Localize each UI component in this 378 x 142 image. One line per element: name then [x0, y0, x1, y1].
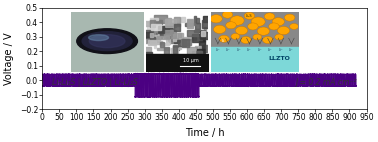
- Text: Li-Li₂S | LLZTO | Li-Li₂S: Li-Li₂S | LLZTO | Li-Li₂S: [52, 78, 138, 87]
- X-axis label: Time / h: Time / h: [184, 128, 224, 138]
- Text: J = 0.2 mA cm⁻²: J = 0.2 mA cm⁻²: [295, 78, 357, 87]
- Y-axis label: Voltage / V: Voltage / V: [4, 32, 14, 85]
